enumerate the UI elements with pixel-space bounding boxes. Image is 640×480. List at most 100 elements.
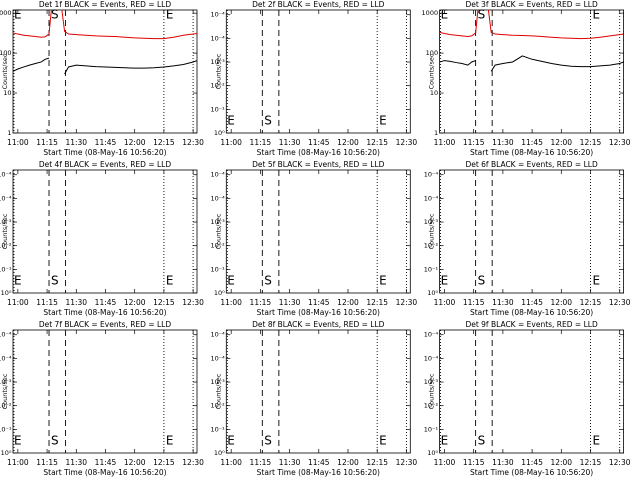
panel-title: Det 9f BLACK = Events, RED = LLD [465,320,598,329]
annotation: E [166,434,174,448]
panel: Det 2f BLACK = Events, RED = LLD Start Ti… [210,0,417,157]
annotation: S [478,274,486,288]
x-tick-label: 12:00 [337,138,359,147]
plot-frame [439,169,625,294]
y-tick-label: 10⁻¹ [0,425,12,433]
y-tick-label: 10 [430,89,438,97]
x-tick-label: 12:15 [153,298,175,307]
x-tick-label: 12:00 [124,298,146,307]
y-tick-label: 10⁰ [214,129,225,137]
annotation: E [166,8,174,22]
y-tick-label: 10⁰ [1,289,12,297]
annotation: S [478,434,486,448]
y-axis-label: Counts/sec [214,53,222,89]
y-tick-label: 10⁻² [424,402,439,410]
x-tick-label: 11:45 [521,458,543,467]
y-tick-label: 10⁻¹ [210,105,225,113]
y-tick-label: 10⁻² [210,82,225,90]
x-tick-label: 12:00 [124,138,146,147]
x-tick-label: 12:15 [366,458,388,467]
y-tick-label: 10⁻⁴ [424,171,439,179]
x-tick-label: 11:00 [220,138,242,147]
annotation: E [379,274,387,288]
annotation: E [441,8,449,22]
y-tick-label: 10⁻⁴ [0,354,12,362]
x-tick-label: 12:30 [182,458,204,467]
x-tick-label: 11:00 [434,138,456,147]
annotation: S [264,274,272,288]
annotation: E [592,274,600,288]
x-tick-label: 11:45 [308,138,330,147]
y-axis-label: Counts/sec [1,53,9,89]
y-tick-label: 10⁻³ [210,58,225,66]
x-tick-label: 11:30 [492,458,514,467]
panel-title: Det 1f BLACK = Events, RED = LLD [39,0,172,9]
annotation: S [264,434,272,448]
y-tick-label: 10⁻³ [0,218,12,226]
panel: Det 1f BLACK = Events, RED = LLD Start Ti… [0,0,204,157]
x-tick-label: 12:15 [580,458,602,467]
y-tick-label: 100 [426,49,438,57]
y-tick-label: 10⁻² [0,242,12,250]
x-tick-label: 12:15 [580,298,602,307]
x-tick-label: 11:30 [65,138,87,147]
x-tick-label: 11:15 [36,138,58,147]
y-tick-label: 1 [7,129,11,137]
annotation: E [14,8,22,22]
x-tick-label: 12:30 [609,298,631,307]
annotation: E [592,8,600,22]
x-tick-label: 12:00 [550,138,572,147]
x-axis-label: Start Time (08-May-16 10:56:20) [470,148,593,157]
y-axis-label: Counts/sec [428,53,436,89]
x-tick-label: 11:45 [95,458,117,467]
y-tick-label: 10⁻² [0,402,12,410]
x-tick-label: 12:00 [337,298,359,307]
panel: Det 9f BLACK = Events, RED = LLD Start Ti… [424,320,631,477]
x-tick-label: 12:15 [366,138,388,147]
annotation: E [166,274,174,288]
y-tick-label: 10⁻³ [424,378,439,386]
y-tick-label: 10⁻⁴ [424,331,439,339]
annotation: S [51,8,59,22]
x-tick-label: 11:00 [434,298,456,307]
panel: Det 5f BLACK = Events, RED = LLD Start Ti… [210,160,417,317]
annotation: E [14,434,22,448]
x-tick-label: 12:30 [609,138,631,147]
x-tick-label: 12:15 [580,138,602,147]
x-tick-label: 12:30 [396,138,418,147]
panel: Det 6f BLACK = Events, RED = LLD Start Ti… [424,160,631,317]
x-tick-label: 12:00 [124,458,146,467]
annotation: E [14,274,22,288]
annotation: E [441,434,449,448]
x-tick-label: 11:00 [220,458,242,467]
y-tick-label: 10⁻² [424,242,439,250]
annotation: E [227,274,235,288]
y-tick-label: 100 [0,49,12,57]
plot-frame [12,9,198,134]
y-tick-label: 10⁻³ [0,378,12,386]
y-tick-label: 10⁰ [214,289,225,297]
y-tick-label: 10⁻³ [210,218,225,226]
y-tick-label: 10⁻¹ [424,265,439,273]
panel: Det 7f BLACK = Events, RED = LLD Start Ti… [0,320,204,477]
panel-title: Det 5f BLACK = Events, RED = LLD [252,160,385,169]
y-tick-label: 1 [434,129,438,137]
x-tick-label: 11:30 [492,298,514,307]
x-tick-label: 11:15 [463,298,485,307]
panel-title: Det 2f BLACK = Events, RED = LLD [252,0,385,9]
y-tick-label: 10⁻⁴ [424,354,439,362]
y-tick-label: 10⁻⁴ [210,354,225,362]
x-tick-label: 11:00 [220,298,242,307]
x-tick-label: 12:30 [609,458,631,467]
x-axis-label: Start Time (08-May-16 10:56:20) [257,308,380,317]
x-tick-label: 12:30 [182,298,204,307]
plot-frame [225,169,411,294]
annotation: S [478,8,486,22]
y-axis-label: Counts/sec [214,213,222,249]
x-axis-label: Start Time (08-May-16 10:56:20) [43,148,166,157]
plot-frame [12,329,198,454]
x-tick-label: 11:45 [521,298,543,307]
x-tick-label: 12:00 [337,458,359,467]
y-tick-label: 10⁻⁴ [0,194,12,202]
